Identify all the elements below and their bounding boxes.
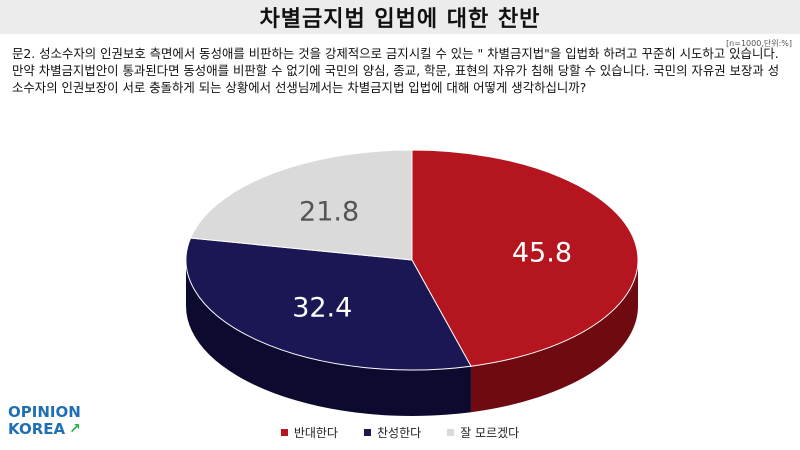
legend-item-1: 찬성한다: [363, 424, 422, 441]
sample-note: [n=1000,단위:%]: [726, 39, 792, 48]
pie-slice-1: [185, 237, 472, 371]
pie-side-0: [470, 260, 638, 413]
legend-item-0: 반대한다: [280, 424, 338, 441]
legend-label-0: 반대한다: [293, 426, 338, 440]
opinion-korea-logo: OPINION KOREA ↗: [8, 404, 81, 438]
slice-label-2: 21.8: [299, 197, 359, 228]
logo-line1: OPINION: [8, 403, 81, 421]
title-bar: 차별금지법 입법에 대한 찬반: [0, 0, 800, 34]
chart-title: 차별금지법 입법에 대한 찬반: [259, 7, 541, 32]
question-text: 문2. 성소수자의 인권보호 측면에서 동성애를 비판하는 것을 강제적으로 금…: [12, 46, 780, 95]
pie-slice-2: [189, 149, 413, 261]
legend-swatch-1: [363, 429, 371, 436]
legend-swatch-0: [280, 429, 288, 436]
legend-label-2: 잘 모르겠다: [460, 426, 520, 440]
slice-label-0: 45.8: [512, 238, 572, 269]
legend-swatch-2: [447, 429, 455, 436]
legend-item-2: 잘 모르겠다: [447, 424, 519, 441]
pie-side-1: [185, 260, 471, 416]
logo-line2: KOREA: [8, 420, 66, 438]
pie-slice-0: [411, 149, 639, 367]
slice-label-1: 32.4: [292, 293, 352, 324]
legend-label-1: 찬성한다: [376, 426, 422, 440]
trend-arrow-icon: ↗: [69, 421, 81, 437]
legend: 반대한다 찬성한다 잘 모르겠다: [0, 424, 800, 441]
